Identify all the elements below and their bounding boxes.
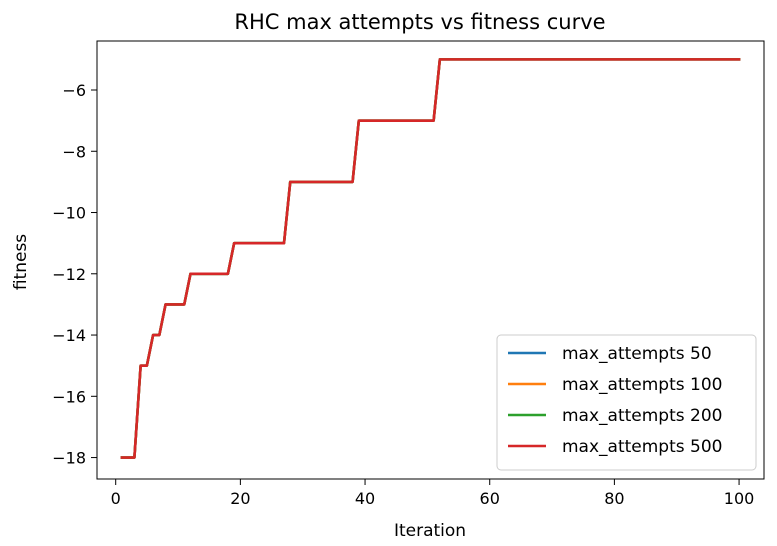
y-tick-label: −10 — [52, 204, 86, 223]
x-tick-label: 0 — [111, 489, 121, 508]
legend-label-1: max_attempts 50 — [562, 344, 712, 364]
y-tick-label: −8 — [62, 142, 86, 161]
legend-box — [496, 334, 757, 471]
legend-label-3: max_attempts 200 — [562, 406, 722, 426]
legend-label-2: max_attempts 100 — [562, 375, 722, 395]
x-tick-label: 60 — [480, 489, 500, 508]
plot-frame — [96, 40, 765, 480]
y-tick-label: −14 — [52, 326, 86, 345]
x-tick-label: 80 — [604, 489, 624, 508]
y-tick-label: −6 — [62, 81, 86, 100]
y-tick-label: −18 — [52, 449, 86, 468]
legend: max_attempts 50 max_attempts 100 max_attem… — [496, 334, 757, 471]
x-tick-label: 40 — [355, 489, 375, 508]
series-lines — [120, 58, 741, 459]
x-axis-label: Iteration — [394, 521, 466, 541]
x-tick-label: 100 — [724, 489, 755, 508]
x-axis-ticks: 0 20 40 60 80 100 — [111, 479, 755, 508]
y-tick-label: −12 — [52, 265, 86, 284]
series-line-4 — [120, 58, 741, 459]
y-axis-label: fitness — [11, 234, 31, 290]
legend-label-4: max_attempts 500 — [562, 437, 722, 457]
y-tick-label: −16 — [52, 387, 86, 406]
y-axis-ticks: −18 −16 −14 −12 −10 −8 −6 — [52, 81, 97, 468]
x-tick-label: 20 — [230, 489, 250, 508]
chart-title: RHC max attempts vs fitness curve — [234, 10, 605, 34]
